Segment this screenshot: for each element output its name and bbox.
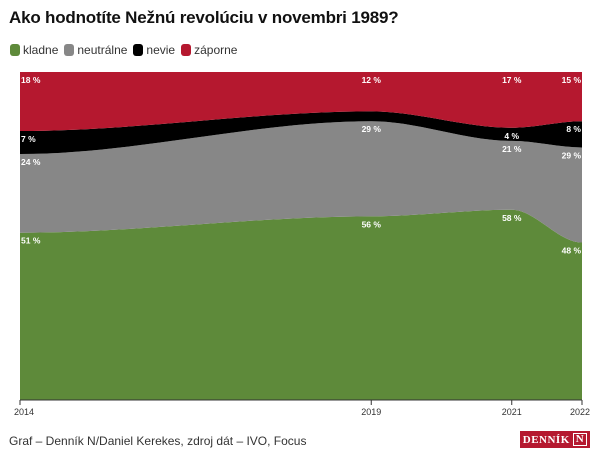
dennik-n-logo[interactable]: DENNÍK N (520, 431, 590, 448)
legend-label: nevie (146, 43, 176, 57)
source-note: Graf – Denník N/Daniel Kerekes, zdroj dá… (9, 434, 307, 448)
legend-item-nevie[interactable]: nevie (133, 43, 175, 57)
data-label: 56 % (362, 219, 382, 229)
legend-item-kladne[interactable]: kladne (10, 43, 58, 57)
x-tick-label: 2022 (570, 407, 590, 417)
legend-label: neutrálne (77, 43, 128, 57)
data-label: 29 % (562, 150, 582, 160)
legend: kladne neutrálne nevie záporne (10, 43, 237, 57)
data-label: 51 % (21, 236, 41, 246)
data-label: 15 % (562, 75, 582, 85)
legend-swatch (181, 44, 192, 56)
x-tick-label: 2014 (14, 407, 34, 417)
data-label: 58 % (502, 213, 522, 223)
data-label: 12 % (362, 75, 382, 85)
legend-swatch (10, 44, 20, 56)
data-label: 29 % (362, 124, 382, 134)
area-nevie (20, 111, 582, 154)
logo-text: DENNÍK (522, 433, 570, 446)
data-label: 21 % (502, 144, 522, 154)
x-tick-label: 2019 (361, 407, 381, 417)
data-label: 24 % (21, 157, 41, 167)
legend-label: kladne (23, 43, 59, 57)
stacked-area-chart: 51 % 56 % 58 % 48 % 24 % 29 % 21 % 29 % 7 % 4 % 8 … (14, 72, 590, 417)
x-tick-label: 2021 (502, 407, 522, 417)
legend-item-zaporne[interactable]: záporne (181, 43, 237, 57)
data-label: 7 % (21, 134, 36, 144)
area-kladne (20, 209, 582, 400)
data-label: 8 % (566, 124, 581, 134)
legend-item-neutralne[interactable]: neutrálne (64, 43, 127, 57)
data-label: 4 % (504, 131, 519, 141)
logo-mark: N (572, 433, 588, 446)
area-záporne (20, 72, 582, 132)
area-neutrálne (20, 121, 582, 243)
data-label: 18 % (21, 75, 41, 85)
data-label: 48 % (562, 246, 582, 256)
legend-swatch (64, 44, 75, 56)
legend-swatch (133, 44, 144, 56)
chart-title: Ako hodnotíte Nežnú revolúciu v novembri… (9, 8, 399, 27)
legend-label: záporne (194, 43, 238, 57)
data-label: 17 % (502, 75, 522, 85)
